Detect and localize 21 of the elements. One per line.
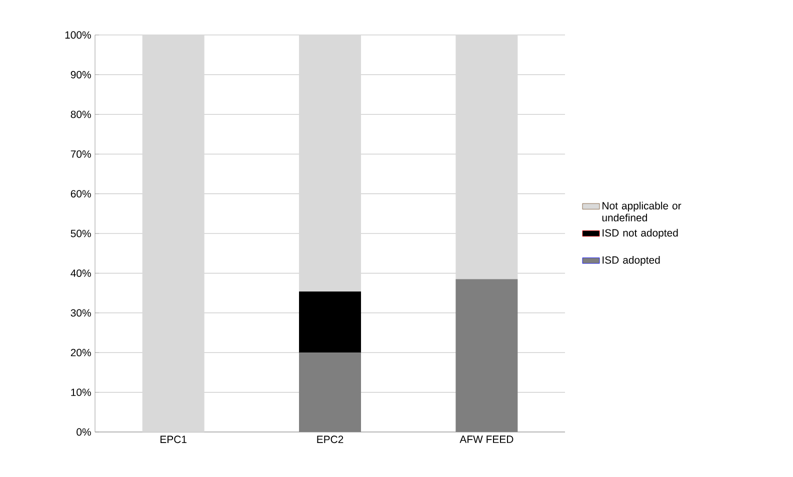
y-tick-label: 70%	[70, 150, 91, 158]
y-tick-label: 90%	[70, 70, 91, 78]
y-tick-label: 100%	[65, 31, 91, 39]
y-tick-label: 0%	[76, 428, 91, 436]
bar	[456, 34, 518, 280]
y-tick-label: 40%	[70, 269, 91, 277]
y-tick-label: 60%	[70, 190, 91, 198]
legend-label: ISD adopted	[602, 256, 660, 266]
legend-label: ISD not adopted	[602, 228, 678, 239]
x-tick-label: EPC1	[160, 436, 186, 444]
legend-label: Not applicable or undefined	[602, 202, 682, 222]
y-tick-label: 20%	[70, 348, 91, 356]
bar	[299, 291, 362, 353]
bar	[142, 34, 204, 432]
y-tick-label: 30%	[70, 309, 91, 317]
y-tick-label: 80%	[70, 110, 91, 118]
x-tick-label: EPC2	[317, 436, 344, 444]
bar	[299, 34, 362, 292]
y-tick-label: 50%	[70, 230, 91, 238]
y-tick-label: 10%	[71, 388, 91, 396]
x-tick-label: AFW FEED	[460, 436, 514, 443]
